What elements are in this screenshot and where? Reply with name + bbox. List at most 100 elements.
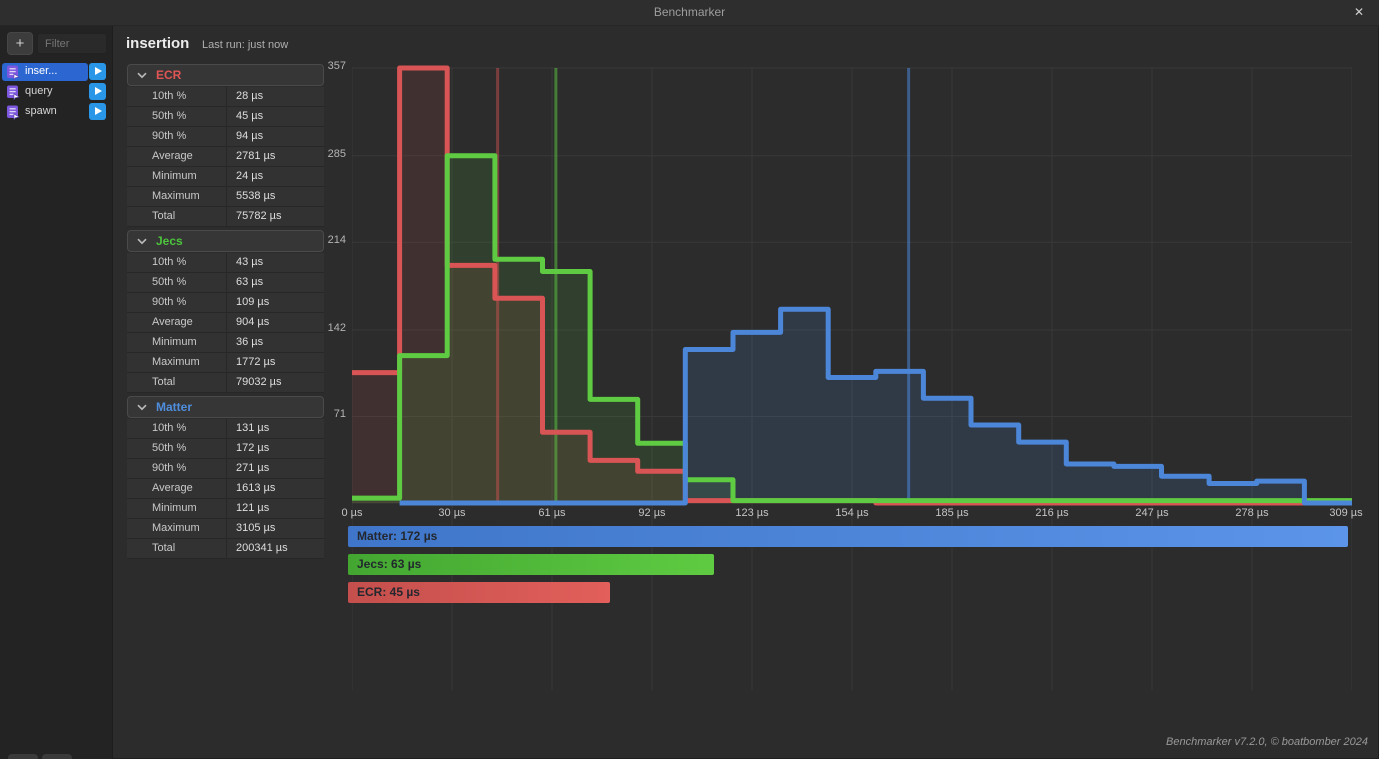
stat-label: 50th % bbox=[127, 107, 227, 126]
run-button[interactable] bbox=[89, 83, 106, 100]
stat-row: Total 75782 µs bbox=[127, 207, 324, 227]
x-axis-tick: 185 µs bbox=[935, 507, 969, 519]
play-icon bbox=[95, 107, 102, 115]
series-fill-matter bbox=[399, 309, 1353, 503]
stat-label: Minimum bbox=[127, 167, 227, 186]
stat-row: Total 200341 µs bbox=[127, 539, 324, 559]
stats-section-header[interactable]: Matter bbox=[127, 396, 324, 418]
stat-row: Maximum 1772 µs bbox=[127, 353, 324, 373]
x-axis-tick: 0 µs bbox=[341, 507, 363, 519]
median-bar-label: Matter: 172 µs bbox=[357, 529, 438, 543]
stat-value: 121 µs bbox=[236, 502, 270, 514]
stat-value: 94 µs bbox=[236, 130, 264, 142]
stat-value: 79032 µs bbox=[236, 376, 282, 388]
series-line-matter bbox=[399, 306, 1352, 506]
sidebar-list: inser... query spawn bbox=[0, 63, 112, 123]
stat-row: Maximum 3105 µs bbox=[127, 519, 324, 539]
stat-label: Maximum bbox=[127, 353, 227, 372]
stat-value: 24 µs bbox=[236, 170, 264, 182]
stat-value: 2781 µs bbox=[236, 150, 276, 162]
stat-row: 10th % 131 µs bbox=[127, 419, 324, 439]
stat-label: Minimum bbox=[127, 333, 227, 352]
median-bar-ecr: ECR: 45 µs bbox=[348, 582, 610, 603]
title-bar: Benchmarker ✕ bbox=[0, 0, 1379, 26]
stat-label: 10th % bbox=[127, 87, 227, 106]
stat-row: Maximum 5538 µs bbox=[127, 187, 324, 207]
stat-label: 50th % bbox=[127, 273, 227, 292]
stat-row: Average 904 µs bbox=[127, 313, 324, 333]
stat-label: Average bbox=[127, 479, 227, 498]
play-icon bbox=[95, 67, 102, 75]
x-axis-tick: 92 µs bbox=[638, 507, 666, 519]
stat-label: Maximum bbox=[127, 187, 227, 206]
stat-row: 90th % 94 µs bbox=[127, 127, 324, 147]
stats-section: ECR 10th % 28 µs 50th % 45 µs 90th % 94 µs Aver… bbox=[127, 64, 324, 227]
stat-value: 904 µs bbox=[236, 316, 270, 328]
stat-value: 1613 µs bbox=[236, 482, 276, 494]
section-name: Jecs bbox=[156, 234, 183, 248]
stat-value: 1772 µs bbox=[236, 356, 276, 368]
stat-value: 271 µs bbox=[236, 462, 270, 474]
y-axis-tick: 142 bbox=[327, 321, 346, 334]
histogram-svg bbox=[351, 65, 1353, 690]
add-benchmark-button[interactable]: + bbox=[7, 32, 33, 55]
sidebar-item[interactable]: spawn bbox=[0, 103, 112, 123]
run-button[interactable] bbox=[89, 63, 106, 80]
stat-value: 172 µs bbox=[236, 442, 270, 454]
stat-row: 50th % 63 µs bbox=[127, 273, 324, 293]
x-axis-tick: 278 µs bbox=[1235, 507, 1269, 519]
series-fill-ecr bbox=[352, 68, 1352, 503]
stat-value: 5538 µs bbox=[236, 190, 276, 202]
filter-input[interactable] bbox=[37, 33, 107, 54]
median-bar-matter: Matter: 172 µs bbox=[348, 526, 1348, 547]
y-axis-tick: 285 bbox=[327, 147, 346, 160]
series-fill-jecs bbox=[352, 155, 1352, 503]
stat-row: 90th % 271 µs bbox=[127, 459, 324, 479]
stat-row: Average 2781 µs bbox=[127, 147, 324, 167]
sidebar-item[interactable]: query bbox=[0, 83, 112, 103]
sidebar-item-label: inser... bbox=[25, 65, 58, 77]
version-credit: Benchmarker v7.2.0, © boatbomber 2024 bbox=[1166, 736, 1368, 748]
stat-row: Minimum 36 µs bbox=[127, 333, 324, 353]
histogram-chart bbox=[351, 62, 1353, 692]
stat-row: 50th % 172 µs bbox=[127, 439, 324, 459]
stat-label: 90th % bbox=[127, 293, 227, 312]
x-axis-tick: 247 µs bbox=[1135, 507, 1169, 519]
selection-highlight bbox=[2, 63, 88, 81]
sidebar-item[interactable]: inser... bbox=[0, 63, 112, 83]
stats-section: Matter 10th % 131 µs 50th % 172 µs 90th % 271 … bbox=[127, 396, 324, 559]
x-axis-tick: 123 µs bbox=[735, 507, 769, 519]
stat-label: 90th % bbox=[127, 127, 227, 146]
median-bar-jecs: Jecs: 63 µs bbox=[348, 554, 714, 575]
stats-section-header[interactable]: ECR bbox=[127, 64, 324, 86]
close-icon[interactable]: ✕ bbox=[1353, 5, 1365, 19]
stat-row: 90th % 109 µs bbox=[127, 293, 324, 313]
stat-value: 43 µs bbox=[236, 256, 264, 268]
stats-section-header[interactable]: Jecs bbox=[127, 230, 324, 252]
stats-section: Jecs 10th % 43 µs 50th % 63 µs 90th % 109 µs Av… bbox=[127, 230, 324, 393]
series-line-jecs bbox=[352, 153, 1352, 504]
sidebar-item-label: spawn bbox=[25, 105, 57, 117]
stat-label: Total bbox=[127, 207, 227, 226]
stat-row: 50th % 45 µs bbox=[127, 107, 324, 127]
last-run-status: Last run: just now bbox=[202, 39, 289, 51]
docs-button[interactable] bbox=[42, 754, 72, 759]
script-icon bbox=[6, 105, 20, 121]
y-axis-tick: 214 bbox=[327, 234, 346, 247]
stat-value: 36 µs bbox=[236, 336, 264, 348]
sidebar-item-label: query bbox=[25, 85, 53, 97]
section-name: Matter bbox=[156, 400, 193, 414]
window-title: Benchmarker bbox=[653, 5, 726, 19]
x-axis-tick: 216 µs bbox=[1035, 507, 1069, 519]
stat-label: Maximum bbox=[127, 519, 227, 538]
stat-row: Minimum 24 µs bbox=[127, 167, 324, 187]
x-axis-tick: 154 µs bbox=[835, 507, 869, 519]
stat-row: 10th % 28 µs bbox=[127, 87, 324, 107]
settings-button[interactable]: ⚙ bbox=[8, 754, 38, 759]
x-axis-tick: 61 µs bbox=[538, 507, 566, 519]
chevron-down-icon bbox=[137, 72, 147, 78]
run-button[interactable] bbox=[89, 103, 106, 120]
stat-label: 90th % bbox=[127, 459, 227, 478]
stat-row: Average 1613 µs bbox=[127, 479, 324, 499]
